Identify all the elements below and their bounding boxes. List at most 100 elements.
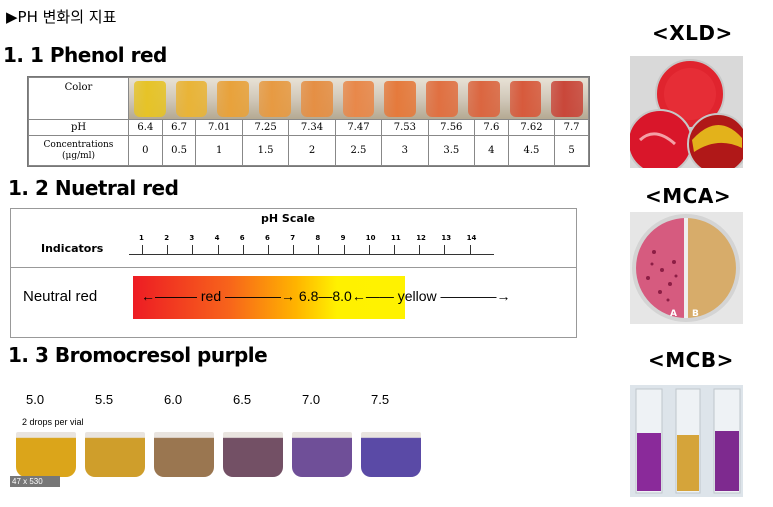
ph-tick-label: 9 xyxy=(340,234,346,242)
phenol-tube xyxy=(259,81,291,117)
ph-tick-label: 10 xyxy=(365,234,376,242)
section-bromo-title: 1. 3 Bromocresol purple xyxy=(8,343,268,367)
phenol-tube xyxy=(384,81,417,117)
ph-value-cell: 6.4 xyxy=(128,119,163,136)
ph-tick-label: 3 xyxy=(189,234,195,242)
ph-scale-axis xyxy=(129,254,494,255)
ph-tick-mark xyxy=(167,245,169,254)
bromo-ph-label: 7.0 xyxy=(302,392,321,407)
ph-tick-label: 13 xyxy=(441,234,452,242)
mcb-label: <MCB> xyxy=(648,348,734,372)
ph-tick-label: 11 xyxy=(391,234,401,242)
bromo-ph-label: 5.5 xyxy=(95,392,114,407)
ph-value-cell: 7.56 xyxy=(427,119,476,136)
ph-tick-mark xyxy=(318,245,320,254)
image-size-badge: 47 x 530 xyxy=(10,476,60,487)
ph-tick-mark xyxy=(268,245,269,254)
row-label-color: Color xyxy=(28,77,129,120)
indicators-label: Indicators xyxy=(41,242,104,255)
bromo-vial xyxy=(361,432,421,477)
color-gradient-bar xyxy=(133,276,405,319)
concentration-cell: 3 xyxy=(381,135,429,166)
ph-value-cell: 7.25 xyxy=(241,119,290,136)
phenol-tubes-photo xyxy=(129,78,588,119)
bromo-ph-label: 6.0 xyxy=(164,392,183,407)
mcb-tubes-photo xyxy=(630,385,743,497)
ph-tick-mark xyxy=(469,245,471,254)
bromo-vial xyxy=(292,432,352,477)
section-neutral-title: 1. 2 Nuetral red xyxy=(8,176,179,200)
concentration-cell: 5 xyxy=(554,135,589,166)
ph-tick-label: 7 xyxy=(290,234,296,242)
row-label-concentration: Concentrations (μg/ml) xyxy=(28,135,129,166)
bromo-ph-label: 7.5 xyxy=(371,392,390,407)
ph-tick-label: 6 xyxy=(265,234,270,242)
ph-tick-label: 2 xyxy=(164,234,170,242)
mca-letter-a: A xyxy=(670,309,677,319)
ph-value-cell: 7.34 xyxy=(288,119,336,136)
phenol-tube xyxy=(300,81,333,117)
ph-value-cell: 7.01 xyxy=(195,119,243,136)
ph-value-cell: 6.7 xyxy=(161,119,197,136)
ph-tick-mark xyxy=(142,245,143,254)
bromo-ph-label: 5.0 xyxy=(26,392,45,407)
phenol-tube xyxy=(509,81,542,117)
neutral-red-chart: pH Scale Indicators 1 2 3 4 6 6 7 8 9 10 11 12 13 14 … xyxy=(10,208,577,338)
ph-tick-label: 1 xyxy=(139,234,144,242)
ph-value-cell: 7.53 xyxy=(381,119,429,136)
concentration-cell: 2 xyxy=(288,135,336,166)
xld-label: <XLD> xyxy=(652,21,733,45)
ph-tick-label: 14 xyxy=(466,234,477,242)
mca-letter-b: B xyxy=(692,309,699,319)
neutral-red-range-text: ←——— red ————→ 6.8—8.0←—— yellow ————→ xyxy=(141,288,511,304)
ph-tick-mark xyxy=(242,245,244,254)
bromo-vial xyxy=(16,432,76,477)
phenol-tube xyxy=(467,81,500,117)
ph-value-cell: 7.47 xyxy=(334,119,383,136)
xld-plates-photo xyxy=(630,56,743,168)
ph-tick-mark xyxy=(444,245,446,254)
phenol-tube xyxy=(342,81,375,117)
concentration-cell: 1.5 xyxy=(241,135,290,166)
ph-tick-mark xyxy=(368,245,370,254)
neutral-red-label: Neutral red xyxy=(23,288,98,305)
ph-value-cell: 7.7 xyxy=(554,119,589,136)
concentration-cell: 4 xyxy=(474,135,509,166)
bromo-vial xyxy=(85,432,145,477)
bromo-vial xyxy=(223,432,283,477)
phenol-red-table: Color pH 6.4 6.7 7.01 7.25 7.34 7.47 7.53 7.56 7… xyxy=(27,76,590,167)
phenol-tube xyxy=(426,81,458,117)
ph-tick-mark xyxy=(343,245,345,254)
ph-tick-mark xyxy=(192,245,194,254)
ph-tick-mark xyxy=(419,245,421,254)
ph-tick-label: 6 xyxy=(239,234,245,242)
bromo-ph-label: 6.5 xyxy=(233,392,252,407)
ph-tick-label: 12 xyxy=(416,234,426,242)
concentration-cell: 2.5 xyxy=(334,135,383,166)
bromocresol-photo: 5.0 5.5 6.0 6.5 7.0 7.5 2 drops per vial 47 x… xyxy=(10,384,435,487)
mca-plate-photo: A B xyxy=(630,212,743,324)
phenol-tube xyxy=(134,81,166,117)
ph-tick-label: 8 xyxy=(315,234,321,242)
section-phenol-title: 1. 1 Phenol red xyxy=(3,43,167,67)
divider xyxy=(11,267,576,268)
ph-tick-mark xyxy=(394,245,395,254)
row-label-ph: pH xyxy=(28,119,129,136)
ph-tick-label: 4 xyxy=(214,234,220,242)
ph-value-cell: 7.62 xyxy=(507,119,556,136)
phenol-tube xyxy=(217,81,250,117)
concentration-cell: 4.5 xyxy=(507,135,556,166)
drops-note: 2 drops per vial xyxy=(22,417,84,427)
phenol-tube xyxy=(551,81,584,117)
page-title: ▶PH 변화의 지표 xyxy=(6,8,117,26)
bromo-vial xyxy=(154,432,214,477)
mca-label: <MCA> xyxy=(645,184,732,208)
ph-value-cell: 7.6 xyxy=(474,119,509,136)
concentration-cell: 3.5 xyxy=(427,135,476,166)
concentration-cell: 0 xyxy=(128,135,163,166)
ph-tick-mark xyxy=(293,245,295,254)
ph-tick-mark xyxy=(217,245,219,254)
ph-scale-title: pH Scale xyxy=(261,212,316,225)
concentration-cell: 1 xyxy=(195,135,243,166)
phenol-tube xyxy=(175,81,208,117)
